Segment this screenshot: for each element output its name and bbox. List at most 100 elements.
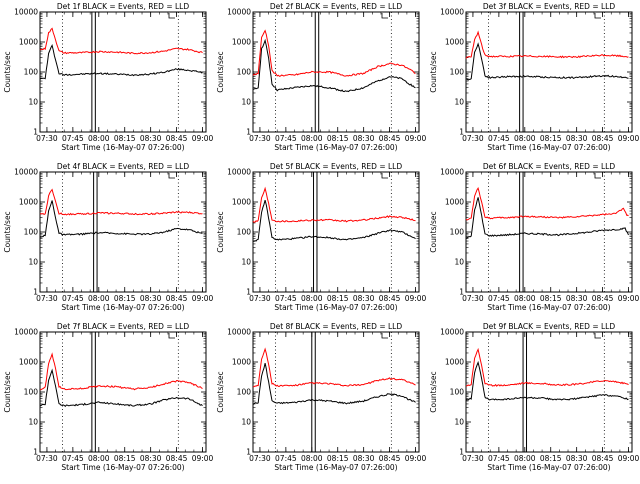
x-tick-label: 08:45 [166,294,188,303]
y-tick-label: 10000 [440,328,464,337]
lld-series-line [252,347,416,388]
detector-panel: Det 6f BLACK = Events, RED = LLD 1 10 100 10… [429,162,640,312]
x-tick-label: 07:30 [462,134,484,143]
detector-panel: Det 4f BLACK = Events, RED = LLD 1 10 100 10… [3,162,214,312]
events-series-line [465,197,629,239]
detector-panel: Det 3f BLACK = Events, RED = LLD 1 10 100 10… [429,2,640,152]
x-tick-label: 09:00 [405,134,427,143]
y-tick-label: 1 [33,288,38,297]
y-tick-label: 10000 [227,168,251,177]
panel-title: Det 1f BLACK = Events, RED = LLD [57,2,190,11]
y-tick-label: 1000 [232,38,251,47]
y-tick-label: 10 [241,418,251,427]
title-bracket-mark [168,173,175,179]
x-axis-title: Start Time (16-May-07 07:26:00) [61,303,184,312]
y-axis-title: Counts/sec [3,51,12,92]
y-tick-label: 1 [459,128,464,137]
x-tick-label: 08:45 [166,454,188,463]
x-tick-label: 08:00 [514,294,536,303]
x-tick-label: 08:15 [327,294,349,303]
x-tick-label: 08:45 [166,134,188,143]
detector-panel: Det 1f BLACK = Events, RED = LLD 1 10 100 10… [3,2,214,152]
panel-title: Det 7f BLACK = Events, RED = LLD [57,322,190,331]
y-tick-label: 10 [454,258,464,267]
y-tick-label: 1 [33,128,38,137]
events-series-line [465,360,629,401]
events-series-line [252,199,416,242]
events-series-line [252,362,416,405]
x-tick-label: 08:45 [592,294,614,303]
y-tick-label: 10000 [440,168,464,177]
x-tick-label: 08:30 [140,294,162,303]
events-series-line [465,42,629,81]
y-axis-title: Counts/sec [429,371,438,412]
x-tick-label: 07:30 [462,294,484,303]
x-tick-label: 08:45 [592,134,614,143]
x-axis-title: Start Time (16-May-07 07:26:00) [487,463,610,472]
detector-panel: Det 9f BLACK = Events, RED = LLD 1 10 100 10… [429,322,640,472]
x-tick-label: 09:00 [192,454,214,463]
x-tick-label: 09:00 [405,454,427,463]
lld-series-line [39,352,203,391]
y-tick-label: 100 [237,228,252,237]
y-tick-label: 10 [28,418,38,427]
detector-panel: Det 7f BLACK = Events, RED = LLD 1 10 100 10… [3,322,214,472]
x-tick-label: 08:00 [88,294,110,303]
x-tick-label: 09:00 [192,134,214,143]
x-tick-label: 08:30 [353,294,375,303]
y-tick-label: 1 [246,288,251,297]
panel-title: Det 5f BLACK = Events, RED = LLD [270,162,403,171]
y-tick-label: 1000 [445,38,464,47]
x-tick-label: 08:30 [140,454,162,463]
x-tick-label: 08:45 [379,294,401,303]
x-tick-label: 08:45 [592,454,614,463]
events-series-line [252,38,416,93]
x-tick-label: 07:45 [275,454,297,463]
lld-series-line [252,29,416,77]
y-tick-label: 10 [241,98,251,107]
plot-frame [465,331,633,453]
x-tick-label: 08:00 [301,134,323,143]
y-axis-title: Counts/sec [3,371,12,412]
title-bracket-mark [381,173,388,179]
y-tick-label: 10000 [227,328,251,337]
y-tick-label: 1000 [19,198,38,207]
x-tick-label: 08:00 [88,134,110,143]
plot-frame [252,331,420,453]
y-tick-label: 100 [24,228,39,237]
x-tick-label: 09:00 [618,454,640,463]
y-tick-label: 10 [28,258,38,267]
title-bracket-mark [594,13,601,19]
y-tick-label: 10000 [440,8,464,17]
events-series-line [39,368,203,407]
detector-panel: Det 8f BLACK = Events, RED = LLD 1 10 100 10… [216,322,427,472]
title-bracket-mark [168,13,175,19]
plot-frame [465,11,633,133]
y-tick-label: 100 [450,68,465,77]
panel-title: Det 3f BLACK = Events, RED = LLD [483,2,616,11]
detector-panel: Det 5f BLACK = Events, RED = LLD 1 10 100 10… [216,162,427,312]
y-tick-label: 1000 [19,38,38,47]
x-tick-label: 08:45 [379,454,401,463]
x-tick-label: 07:30 [36,134,58,143]
x-tick-label: 08:15 [540,454,562,463]
y-tick-label: 100 [24,388,39,397]
y-tick-label: 1000 [19,358,38,367]
y-tick-label: 100 [450,388,465,397]
x-axis-title: Start Time (16-May-07 07:26:00) [274,463,397,472]
x-axis-title: Start Time (16-May-07 07:26:00) [61,143,184,152]
y-tick-label: 100 [237,68,252,77]
x-axis-title: Start Time (16-May-07 07:26:00) [274,303,397,312]
title-bracket-mark [594,333,601,339]
x-tick-label: 07:45 [62,134,84,143]
y-tick-label: 1000 [232,198,251,207]
y-tick-label: 1 [33,448,38,457]
x-tick-label: 09:00 [192,294,214,303]
y-tick-label: 10000 [14,8,38,17]
y-tick-label: 1000 [445,198,464,207]
y-tick-label: 1 [459,448,464,457]
panel-title: Det 4f BLACK = Events, RED = LLD [57,162,190,171]
x-tick-label: 07:30 [36,294,58,303]
